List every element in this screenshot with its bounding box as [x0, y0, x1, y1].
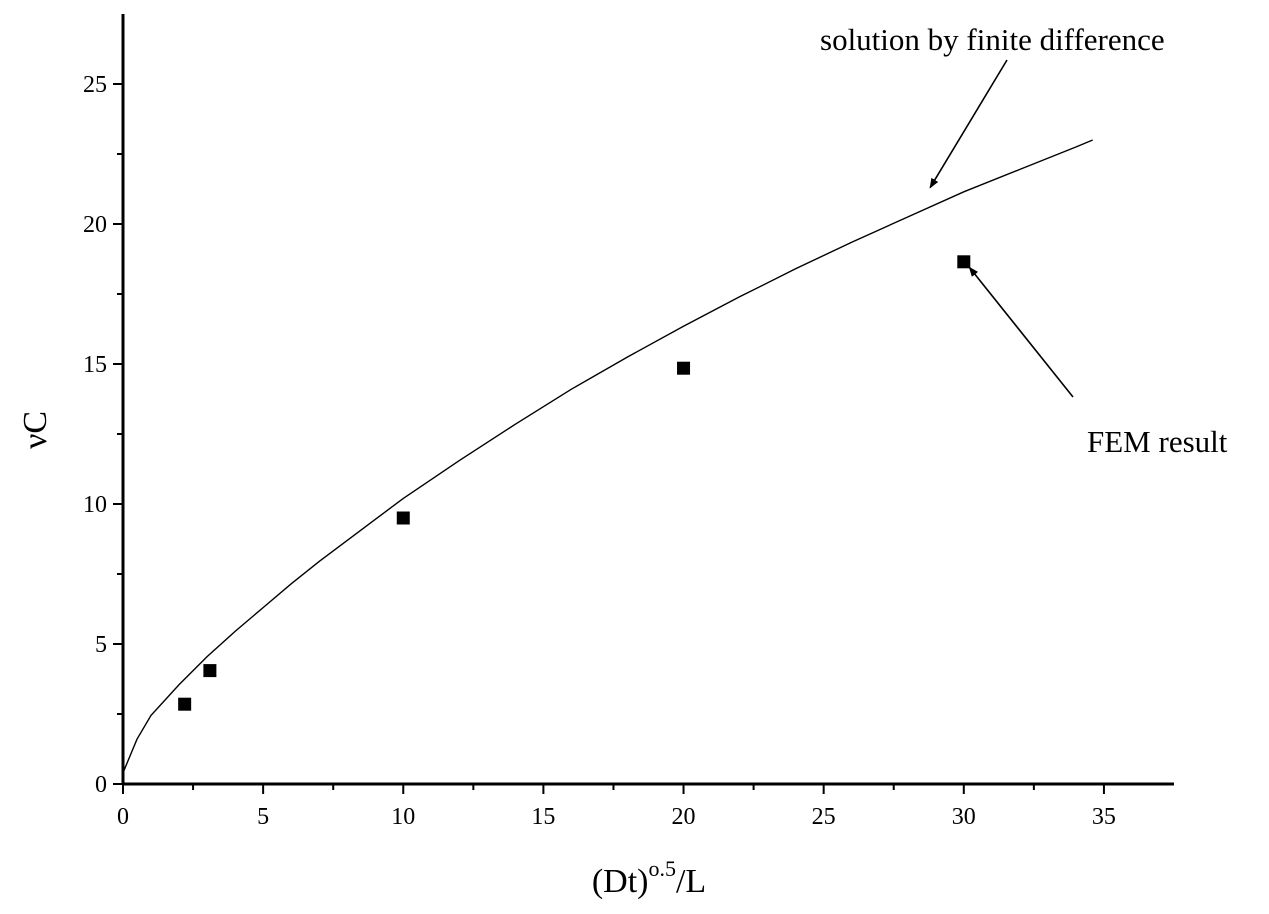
x-tick-label: 15: [531, 804, 555, 830]
y-tick-label: 25: [83, 72, 107, 98]
fem-marker: [957, 255, 971, 269]
x-tick-label: 0: [117, 804, 129, 830]
y-tick-label: 0: [95, 772, 107, 798]
annotations: solution by finite difference FEM result: [820, 22, 1228, 459]
x-axis-ticks: 0 5 10 15 20 25 30 35: [117, 784, 1116, 830]
fem-result-markers: [178, 255, 971, 711]
annotation-finite-difference: solution by finite difference: [820, 22, 1165, 57]
x-tick-label: 20: [672, 804, 696, 830]
x-tick-label: 35: [1092, 804, 1116, 830]
fem-marker: [178, 697, 192, 711]
x-tick-label: 25: [812, 804, 836, 830]
fem-marker: [203, 664, 217, 678]
x-tick-label: 5: [257, 804, 269, 830]
y-tick-label: 20: [83, 212, 107, 238]
annotation-fem-result: FEM result: [1087, 424, 1228, 459]
x-tick-label: 10: [391, 804, 415, 830]
x-axis-title-exponent: o.5: [648, 856, 676, 881]
y-tick-label: 5: [95, 632, 107, 658]
axes: [121, 14, 1174, 786]
fem-marker: [396, 511, 410, 525]
x-tick-label: 30: [952, 804, 976, 830]
y-axis-title: νC: [17, 411, 54, 449]
x-axis-title: (Dt)o.5/L: [592, 856, 706, 900]
arrow-fem-result: [968, 266, 1074, 398]
arrow-finite-difference: [929, 59, 1008, 189]
fem-marker: [677, 361, 691, 375]
finite-difference-curve: [122, 139, 1093, 774]
y-tick-label: 10: [83, 492, 107, 518]
y-tick-label: 15: [83, 352, 107, 378]
x-axis-title-tail: /L: [676, 863, 706, 900]
y-axis-ticks: 0 5 10 15 20 25: [83, 72, 123, 798]
x-axis-title-base: (Dt): [592, 863, 649, 900]
curve-line: [122, 139, 1093, 774]
